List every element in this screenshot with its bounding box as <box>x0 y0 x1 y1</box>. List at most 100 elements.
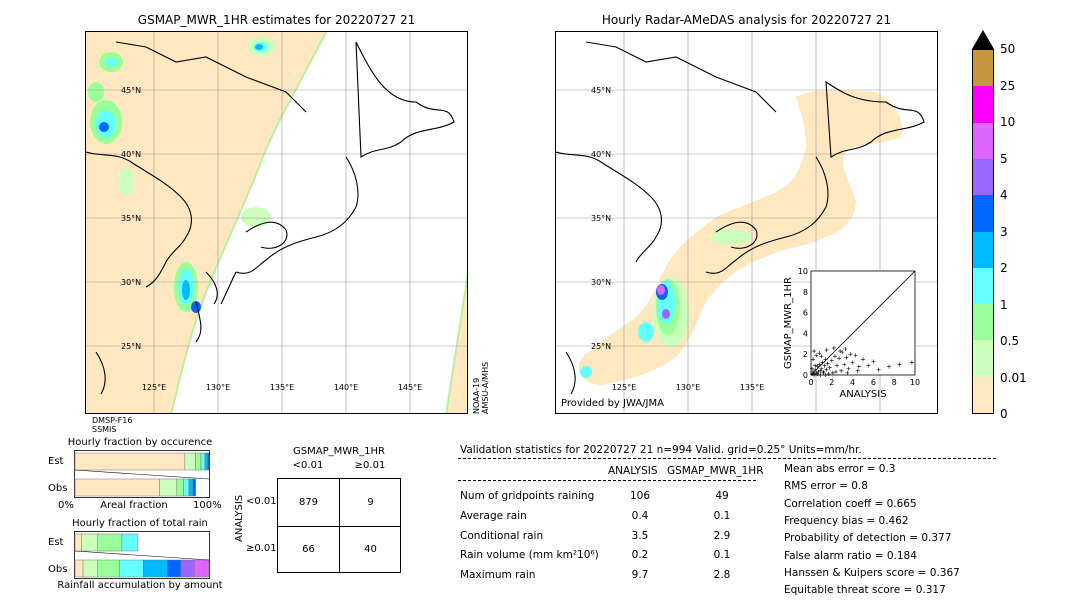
validation-col-gsmap: GSMAP_MWR_1HR <box>667 465 764 477</box>
svg-text:30°N: 30°N <box>121 278 141 287</box>
scatter-point <box>866 363 871 368</box>
scatter-xtick-label: 10 <box>910 378 920 387</box>
svg-text:25°N: 25°N <box>591 342 611 351</box>
svg-text:145°E: 145°E <box>398 383 422 392</box>
validation-row-gsmap: 2.9 <box>713 530 731 542</box>
right-map-coastlines <box>556 41 925 395</box>
scatter-xtick-label: 0 <box>808 378 813 387</box>
scatter-ytick-label: 10 <box>798 267 808 276</box>
colorbar-swatch <box>973 340 993 378</box>
colorbar-label: 50 <box>1000 42 1016 56</box>
scatter-point <box>814 353 819 358</box>
scatter-point <box>824 367 829 372</box>
total-rain-bar-segment <box>121 533 139 552</box>
total-rain-bar-segment <box>74 533 82 552</box>
svg-text:40°N: 40°N <box>591 150 611 159</box>
scatter-point <box>853 353 858 358</box>
total-rain-bar-segment <box>194 559 210 578</box>
scatter-point <box>822 363 827 368</box>
occurrence-connector <box>74 469 210 480</box>
scatter-point <box>813 363 818 368</box>
occurrence-bar-segment <box>207 452 210 471</box>
scatter-xtick-label: 8 <box>892 378 897 387</box>
scatter-point <box>819 354 824 359</box>
contingency-row-label-0: <0.01 <box>246 496 277 507</box>
svg-text:30°N: 30°N <box>591 278 611 287</box>
total-rain-bar-segment <box>180 559 195 578</box>
scatter-point <box>845 370 850 375</box>
validation-score: Equitable threat score = 0.317 <box>784 584 946 597</box>
occurrence-bar-segment <box>176 478 184 497</box>
left-map-title: GSMAP_MWR_1HR estimates for 20220727 21 <box>137 13 416 27</box>
scatter-ytick-label: 4 <box>803 329 808 338</box>
occurrence-bar-segment <box>195 452 202 471</box>
validation-score: Hanssen & Kuipers score = 0.367 <box>784 566 960 579</box>
right-map-lon-labels: 125°E 130°E 135°E <box>612 383 764 392</box>
svg-text:130°E: 130°E <box>206 383 230 392</box>
colorbar-label: 3 <box>1000 224 1008 239</box>
left-map-lon-labels: 125°E 130°E 135°E 140°E 145°E <box>142 383 422 392</box>
scatter-point <box>897 362 902 367</box>
total-rain-chart <box>74 531 210 579</box>
scatter-point <box>855 368 860 373</box>
scatter-point <box>887 364 891 369</box>
scatter-point <box>818 368 823 373</box>
colorbar-labels: 50 25 10 5 4 3 2 1 0.5 0.01 0 <box>1000 0 1070 612</box>
right-map-title: Hourly Radar-AMeDAS analysis for 2022072… <box>601 13 892 27</box>
validation-row-gsmap: 2.8 <box>713 569 731 581</box>
svg-text:135°E: 135°E <box>270 383 294 392</box>
occurrence-bar-segment <box>74 478 160 497</box>
validation-score: False alarm ratio = 0.184 <box>784 549 917 562</box>
validation-row-label: Rain volume (mm km²10⁶) <box>460 549 599 561</box>
total-rain-connector <box>74 550 210 561</box>
total-rain-bar-segment <box>82 559 99 578</box>
scatter-point <box>831 345 836 350</box>
colorbar-label: 10 <box>1000 115 1016 129</box>
contingency-row-axis-label: ANALYSIS <box>234 494 245 542</box>
validation-score: Frequency bias = 0.462 <box>784 514 909 527</box>
scatter-point <box>844 355 849 360</box>
occurrence-bar-segment <box>188 478 194 497</box>
left-map-right-swath-edge <box>445 273 467 413</box>
colorbar-swatch <box>973 304 993 341</box>
colorbar-swatch <box>973 376 993 414</box>
scatter-point <box>823 357 828 362</box>
scatter-ytick-label: 2 <box>803 350 808 359</box>
colorbar-label: 2 <box>1000 261 1008 275</box>
scatter-point <box>830 370 835 375</box>
scatter-point <box>812 349 817 354</box>
scatter-point <box>837 356 842 361</box>
contingency-cell: 66 <box>302 544 315 555</box>
right-map-panel: 45°N 40°N 35°N 30°N 25°N 125°E 130°E 135… <box>555 31 938 414</box>
colorbar-label: 25 <box>1000 78 1016 93</box>
left-map-satellite-b: NOAA-19 AMSU-A/MHS <box>472 361 490 414</box>
colorbar-label: 0 <box>1000 407 1008 421</box>
validation-row-gsmap: 0.1 <box>713 510 731 522</box>
scatter-point <box>823 373 828 377</box>
scatter-point <box>871 359 876 364</box>
svg-text:125°E: 125°E <box>612 383 636 392</box>
scatter-point <box>835 363 839 368</box>
total-rain-xlabel: Rainfall accumulation by amount <box>57 580 223 591</box>
occurrence-title: Hourly fraction by occurence <box>67 437 213 448</box>
occurrence-bar-segment <box>200 452 206 471</box>
colorbar-swatch <box>973 158 993 196</box>
svg-text:35°N: 35°N <box>591 214 611 223</box>
right-map-svg: 45°N 40°N 35°N 30°N 25°N 125°E 130°E 135… <box>556 32 937 413</box>
svg-text:140°E: 140°E <box>334 383 358 392</box>
total-rain-bar-segment <box>97 533 123 552</box>
colorbar-swatch <box>973 50 993 87</box>
colorbar-extend-arrow <box>972 30 994 49</box>
contingency-col-label-1: ≥0.01 <box>354 460 386 471</box>
scatter-point <box>817 351 822 356</box>
scatter-point <box>818 373 823 377</box>
left-map-panel: 45°N 40°N 35°N 30°N 25°N 125°E 130°E 135… <box>85 31 468 414</box>
occurrence-frame <box>74 450 210 498</box>
contingency-title: GSMAP_MWR_1HR <box>293 446 385 457</box>
scatter-point <box>832 354 837 359</box>
scatter-point <box>811 369 816 374</box>
left-map-right-swath <box>446 279 467 413</box>
validation-row-label: Average rain <box>460 510 527 522</box>
scatter-ytick-label: 6 <box>803 309 808 318</box>
scatter-point <box>819 366 824 371</box>
